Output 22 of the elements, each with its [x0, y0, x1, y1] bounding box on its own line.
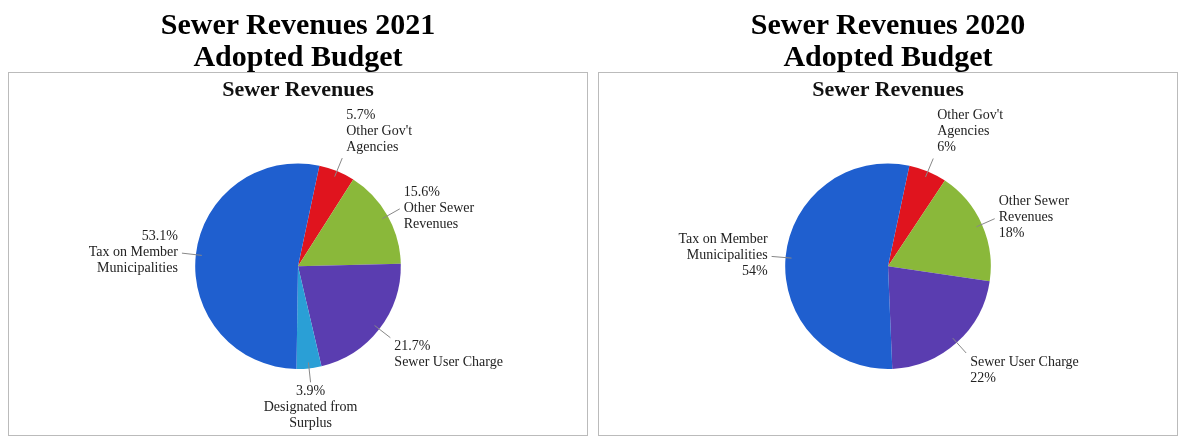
data-label: 22% [970, 369, 997, 385]
slice-label: Designated from Surplus [263, 398, 358, 430]
slice-label: Sewer User Charge [970, 353, 1079, 369]
data-label: 3.9% [295, 382, 326, 398]
slice-label: Tax on Member Municipalities [88, 243, 179, 275]
data-label: 15.6% [403, 183, 441, 199]
data-label: 18% [998, 225, 1025, 241]
chart-subtitle: Sewer Revenues [222, 75, 375, 101]
slice-label: Other Gov't Agencies [346, 122, 413, 154]
slice-label: Sewer User Charge [394, 354, 503, 370]
chart-subtitle: Sewer Revenues [812, 75, 965, 101]
data-label: 54% [741, 263, 768, 279]
chart-title: Sewer Revenues 2021 Adopted Budget [159, 7, 437, 72]
data-label: 21.7% [394, 338, 431, 354]
slice-label: Other Sewer Revenues [998, 193, 1070, 225]
data-label: 53.1% [141, 227, 179, 243]
data-label: 5.7% [346, 106, 376, 122]
data-label: 6% [937, 139, 957, 155]
slice-label: Tax on Member Municipalities [678, 231, 768, 263]
slice-label: Other Gov't Agencies [937, 107, 1004, 139]
slice-label: Other Sewer Revenues [403, 199, 475, 231]
chart-title: Sewer Revenues 2020 Adopted Budget [749, 7, 1027, 72]
